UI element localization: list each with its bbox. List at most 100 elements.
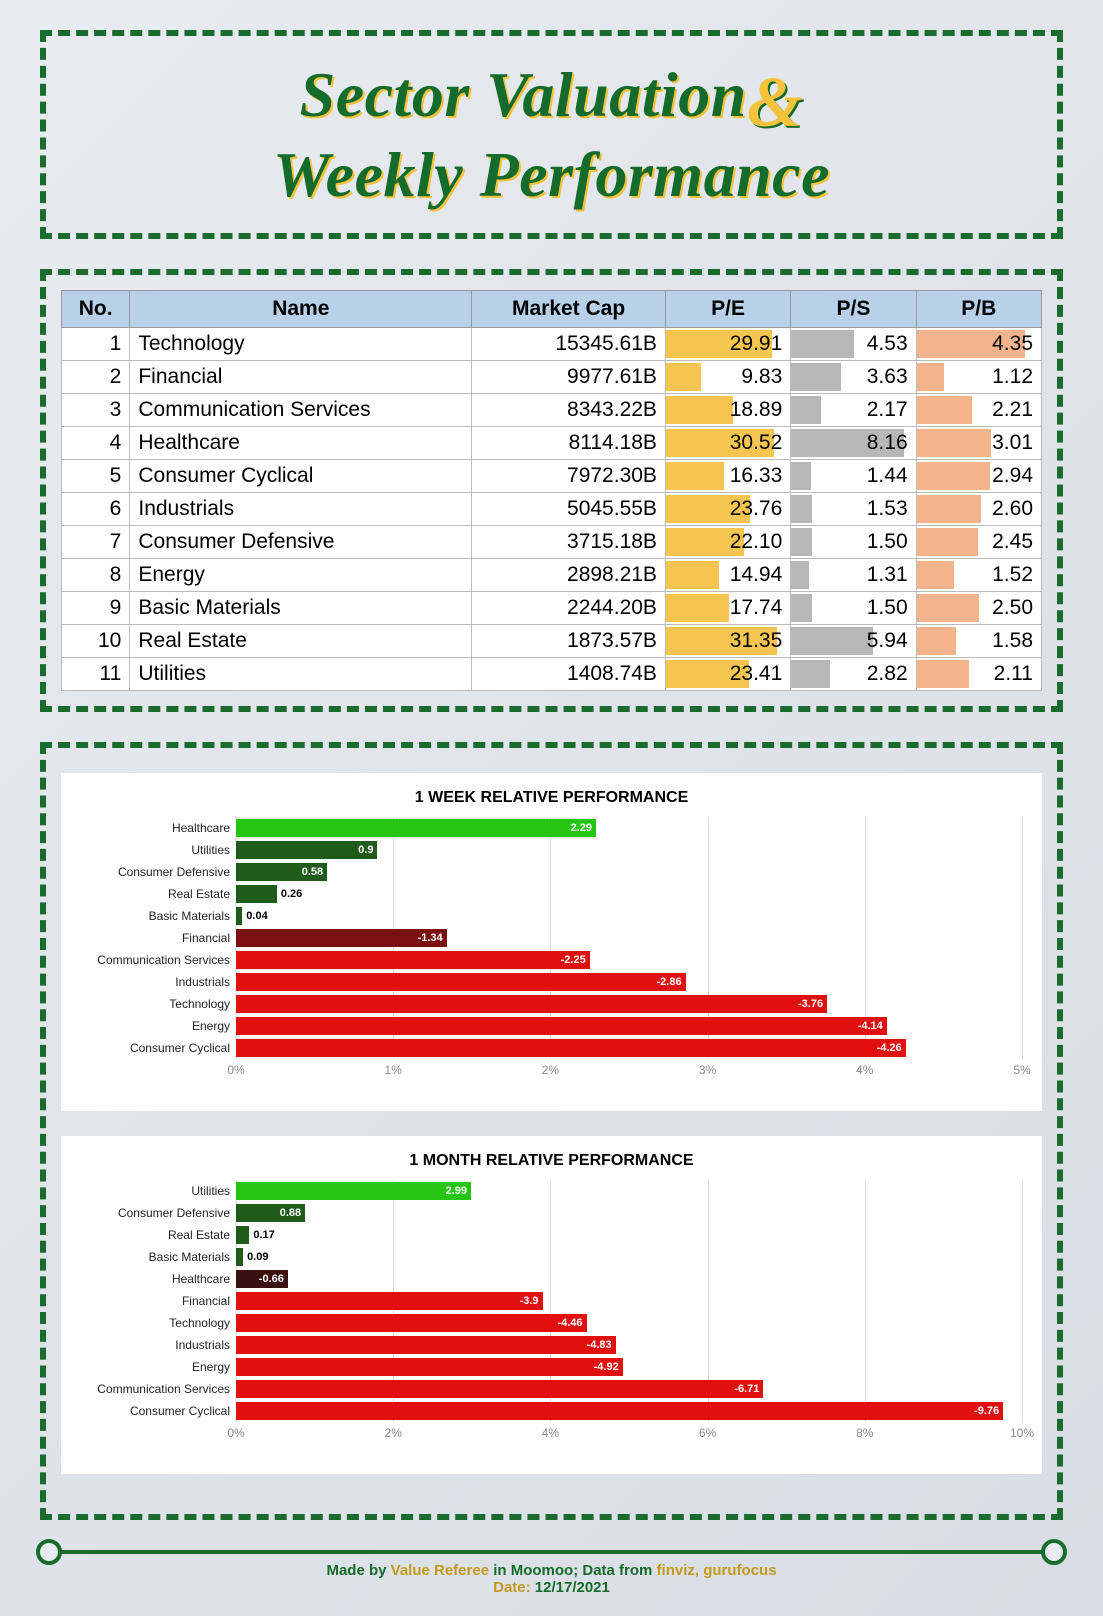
table-cell: Healthcare xyxy=(130,426,472,459)
chart-row-label: Healthcare xyxy=(81,1272,236,1286)
table-cell-bar: 22.10 xyxy=(665,525,790,558)
table-cell-bar: 3.01 xyxy=(916,426,1041,459)
table-cell-bar: 1.53 xyxy=(791,492,916,525)
table-cell-bar: 1.58 xyxy=(916,624,1041,657)
table-cell-bar: 5.94 xyxy=(791,624,916,657)
chart-row-label: Utilities xyxy=(81,1184,236,1198)
table-cell-bar: 3.63 xyxy=(791,360,916,393)
table-cell-bar: 2.50 xyxy=(916,591,1041,624)
month-chart: 1 MONTH RELATIVE PERFORMANCE Utilities2.… xyxy=(61,1136,1042,1474)
table-cell: 10 xyxy=(62,624,130,657)
chart-bar: 0.04 xyxy=(236,907,242,925)
table-cell: 2898.21B xyxy=(472,558,666,591)
chart-row: Communication Services-6.71 xyxy=(81,1378,1022,1400)
chart-bar: -4.92 xyxy=(236,1358,623,1376)
table-row: 8Energy2898.21B14.941.311.52 xyxy=(62,558,1042,591)
month-chart-title: 1 MONTH RELATIVE PERFORMANCE xyxy=(81,1152,1022,1170)
chart-row: Consumer Cyclical-4.26 xyxy=(81,1037,1022,1059)
chart-row: Real Estate0.17 xyxy=(81,1224,1022,1246)
chart-row: Real Estate0.26 xyxy=(81,883,1022,905)
chart-bar: -4.46 xyxy=(236,1314,587,1332)
chart-row: Industrials -4.83 xyxy=(81,1334,1022,1356)
chart-row-label: Consumer Cyclical xyxy=(81,1404,236,1418)
chart-bar: -1.34 xyxy=(236,929,447,947)
table-cell-bar: 23.41 xyxy=(665,657,790,690)
table-cell: 5045.55B xyxy=(472,492,666,525)
week-chart: 1 WEEK RELATIVE PERFORMANCE Healthcare2.… xyxy=(61,773,1042,1111)
ampersand-icon: & xyxy=(747,62,804,142)
chart-bar-value: -2.86 xyxy=(657,976,682,988)
chart-row-label: Industrials xyxy=(81,975,236,989)
chart-row-label: Communication Services xyxy=(81,953,236,967)
table-row: 1Technology15345.61B29.914.534.35 xyxy=(62,327,1042,360)
chart-row-label: Financial xyxy=(81,931,236,945)
chart-row-label: Industrials xyxy=(81,1338,236,1352)
chart-bar: -2.86 xyxy=(236,973,686,991)
chart-bar: -4.83 xyxy=(236,1336,616,1354)
table-row: 6Industrials5045.55B23.761.532.60 xyxy=(62,492,1042,525)
table-cell-bar: 2.82 xyxy=(791,657,916,690)
chart-bar: -4.14 xyxy=(236,1017,887,1035)
col-header-ps: P/S xyxy=(791,290,916,327)
chart-row: Communication Services -2.25 xyxy=(81,949,1022,971)
chart-row-label: Consumer Defensive xyxy=(81,865,236,879)
chart-bar-value: -3.9 xyxy=(520,1295,539,1307)
table-cell-bar: 14.94 xyxy=(665,558,790,591)
chart-bar-value: -2.25 xyxy=(561,954,586,966)
table-cell-bar: 8.16 xyxy=(791,426,916,459)
chart-row: Energy-4.92 xyxy=(81,1356,1022,1378)
table-row: 2Financial9977.61B9.833.631.12 xyxy=(62,360,1042,393)
table-cell: Basic Materials xyxy=(130,591,472,624)
chart-bar-value: -1.34 xyxy=(418,932,443,944)
performance-charts-panel: 1 WEEK RELATIVE PERFORMANCE Healthcare2.… xyxy=(40,742,1063,1520)
table-row: 11Utilities1408.74B23.412.822.11 xyxy=(62,657,1042,690)
chart-row-label: Consumer Defensive xyxy=(81,1206,236,1220)
chart-row: Consumer Cyclical-9.76 xyxy=(81,1400,1022,1422)
footer-divider xyxy=(40,1550,1063,1554)
footer-date: 12/17/2021 xyxy=(535,1579,610,1596)
table-cell-bar: 2.60 xyxy=(916,492,1041,525)
table-cell-bar: 1.12 xyxy=(916,360,1041,393)
table-cell: Utilities xyxy=(130,657,472,690)
table-cell: 2 xyxy=(62,360,130,393)
table-cell: 9 xyxy=(62,591,130,624)
table-cell: 8343.22B xyxy=(472,393,666,426)
footer-sources: finviz, gurufocus xyxy=(657,1562,777,1579)
chart-row-label: Technology xyxy=(81,1316,236,1330)
chart-bar-value: -4.92 xyxy=(594,1361,619,1373)
chart-bar-value: 2.29 xyxy=(571,822,592,834)
table-cell: Financial xyxy=(130,360,472,393)
chart-row: Basic Materials0.09 xyxy=(81,1246,1022,1268)
valuation-table: No. Name Market Cap P/E P/S P/B 1Technol… xyxy=(61,290,1042,691)
table-cell: 7972.30B xyxy=(472,459,666,492)
chart-bar-value: -4.83 xyxy=(587,1339,612,1351)
table-cell-bar: 16.33 xyxy=(665,459,790,492)
chart-row-label: Communication Services xyxy=(81,1382,236,1396)
title-line-1: Sector Valuation& xyxy=(61,61,1042,141)
chart-bar: -3.76 xyxy=(236,995,827,1013)
table-cell-bar: 29.91 xyxy=(665,327,790,360)
chart-bar: 2.99 xyxy=(236,1182,471,1200)
chart-row: Technology -4.46 xyxy=(81,1312,1022,1334)
table-cell-bar: 1.44 xyxy=(791,459,916,492)
chart-bar: -2.25 xyxy=(236,951,590,969)
chart-row: Technology-3.76 xyxy=(81,993,1022,1015)
chart-bar: -6.71 xyxy=(236,1380,763,1398)
chart-row-label: Real Estate xyxy=(81,1228,236,1242)
table-row: 7Consumer Defensive3715.18B22.101.502.45 xyxy=(62,525,1042,558)
chart-bar: 0.9 xyxy=(236,841,377,859)
title-panel: Sector Valuation& Weekly Performance xyxy=(40,30,1063,239)
chart-row-label: Real Estate xyxy=(81,887,236,901)
chart-row-label: Healthcare xyxy=(81,821,236,835)
table-cell-bar: 1.31 xyxy=(791,558,916,591)
chart-bar-value: -4.46 xyxy=(557,1317,582,1329)
footer-mid: in Moomoo; Data from xyxy=(489,1562,657,1579)
table-row: 3Communication Services8343.22B18.892.17… xyxy=(62,393,1042,426)
table-cell: 9977.61B xyxy=(472,360,666,393)
footer-date-label: Date: xyxy=(493,1579,535,1596)
chart-bar-value: 0.58 xyxy=(302,866,323,878)
table-cell: 11 xyxy=(62,657,130,690)
chart-bar: 0.26 xyxy=(236,885,277,903)
chart-row: Consumer Defensive0.88 xyxy=(81,1202,1022,1224)
table-row: 10Real Estate1873.57B31.355.941.58 xyxy=(62,624,1042,657)
